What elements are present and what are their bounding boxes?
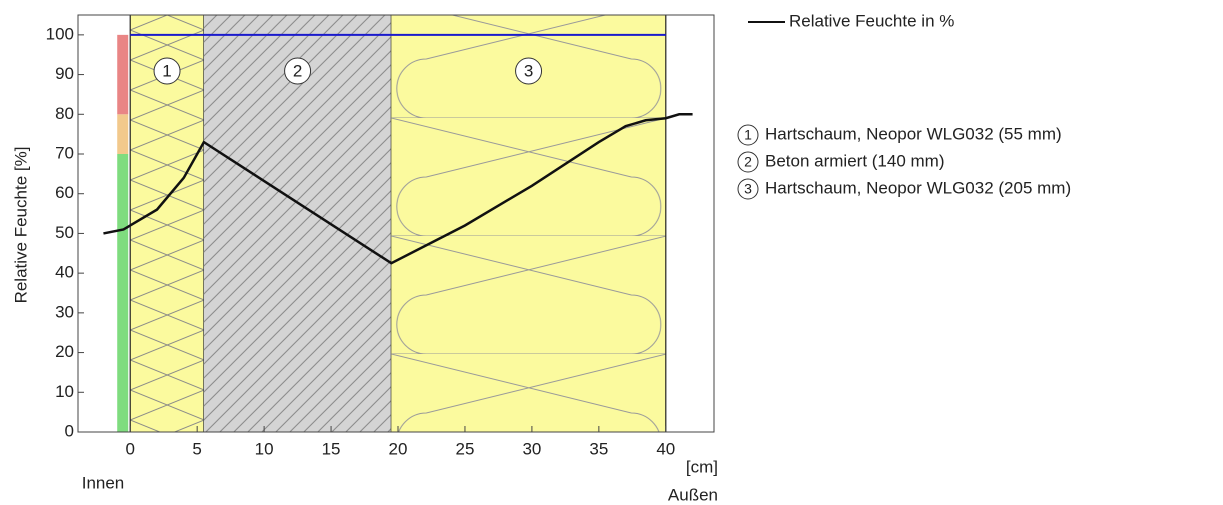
legend-marker-label: 1 [744, 127, 752, 143]
layer-marker-label: 3 [524, 61, 533, 80]
x-tick-label: 40 [656, 439, 675, 458]
legend-entry: Beton armiert (140 mm) [765, 151, 945, 170]
x-tick-label: 5 [192, 439, 201, 458]
comfort-zone [117, 35, 128, 114]
legend-label: Relative Feuchte in % [789, 11, 954, 30]
y-tick-label: 40 [55, 263, 74, 282]
x-tick-label: 15 [322, 439, 341, 458]
legend-entry: Hartschaum, Neopor WLG032 (55 mm) [765, 124, 1062, 143]
legend-marker-label: 3 [744, 181, 752, 197]
y-tick-label: 20 [55, 342, 74, 361]
y-tick-label: 30 [55, 302, 74, 321]
x-tick-label: 0 [125, 439, 134, 458]
x-tick-label: 10 [255, 439, 274, 458]
y-tick-label: 90 [55, 64, 74, 83]
y-tick-label: 60 [55, 183, 74, 202]
legend-entry: Hartschaum, Neopor WLG032 (205 mm) [765, 178, 1071, 197]
comfort-zone [117, 154, 128, 432]
y-tick-label: 0 [65, 421, 74, 440]
x-tick-label: 30 [522, 439, 541, 458]
y-tick-label: 50 [55, 223, 74, 242]
layer-marker-label: 1 [162, 61, 171, 80]
y-tick-label: 70 [55, 143, 74, 162]
comfort-zone [117, 114, 128, 154]
outside-label: Außen [668, 485, 718, 504]
x-tick-label: 35 [589, 439, 608, 458]
y-tick-label: 10 [55, 382, 74, 401]
chart: Relative Feuchte [%] Innen [cm] Außen 1 1… [0, 0, 1223, 505]
y-tick-label: 100 [46, 24, 74, 43]
x-tick-label: 25 [455, 439, 474, 458]
y-axis-label: Relative Feuchte [%] [11, 147, 30, 304]
y-tick-label: 80 [55, 104, 74, 123]
legend-marker-label: 2 [744, 154, 752, 170]
x-unit-label: [cm] [686, 457, 718, 476]
x-tick-label: 20 [389, 439, 408, 458]
layer-marker-label: 2 [293, 61, 302, 80]
inside-label: Innen [82, 473, 125, 492]
